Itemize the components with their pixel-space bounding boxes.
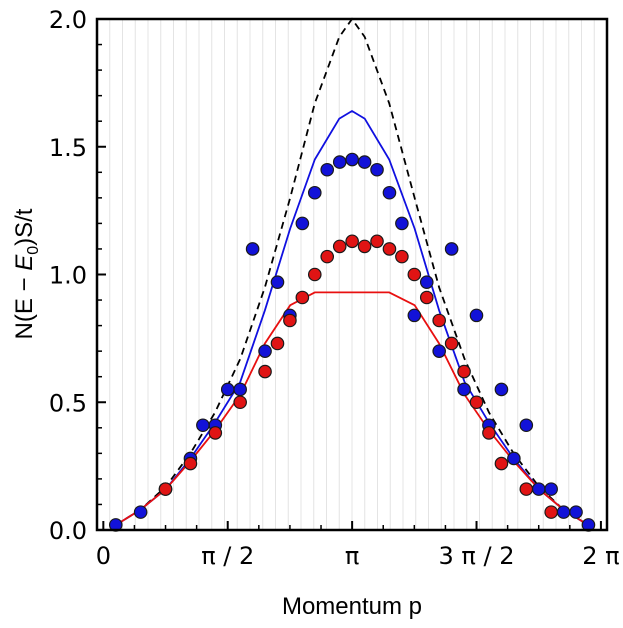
- data-point-3: [531, 482, 546, 496]
- data-point-4: [258, 364, 272, 379]
- data-point-3: [196, 418, 210, 433]
- data-point-4: [357, 239, 372, 254]
- data-point-4: [444, 336, 459, 351]
- y-tick-label: 0.0: [49, 517, 87, 545]
- x-tick-label: π: [345, 542, 359, 570]
- data-point-3: [307, 185, 322, 200]
- data-point-4: [482, 426, 496, 440]
- y-tick-label: 2.0: [49, 6, 87, 34]
- data-point-4: [270, 336, 285, 351]
- data-point-4: [295, 290, 310, 305]
- y-tick-label: 0.5: [49, 389, 87, 417]
- y-axis-title-italic: E: [11, 254, 38, 271]
- x-tick-label: π / 2: [201, 542, 254, 570]
- data-point-3: [519, 418, 534, 433]
- data-point-3: [544, 482, 558, 496]
- y-axis-title-prefix: N(E −: [11, 271, 38, 340]
- y-axis-title-subscript: 0: [25, 246, 42, 255]
- data-point-4: [407, 267, 422, 282]
- data-point-4: [208, 426, 223, 440]
- data-point-3: [556, 505, 571, 519]
- data-point-4: [332, 239, 347, 254]
- series-line-1: [115, 109, 589, 526]
- data-point-3: [507, 451, 521, 466]
- y-tick-label: 1.0: [49, 262, 87, 290]
- data-point-3: [382, 185, 397, 200]
- data-point-4: [432, 313, 446, 328]
- x-tick-label: 3 π / 2: [439, 542, 515, 570]
- data-point-4: [395, 249, 409, 264]
- data-point-3: [569, 505, 583, 519]
- data-point-3: [419, 275, 434, 289]
- data-point-4: [345, 234, 359, 249]
- data-point-4: [469, 395, 484, 410]
- data-point-4: [382, 242, 397, 256]
- series-line-2: [115, 291, 589, 526]
- x-tick-label: 2 π: [582, 542, 619, 570]
- data-point-3: [220, 382, 235, 397]
- data-point-3: [457, 382, 471, 397]
- data-point-4: [233, 395, 247, 410]
- data-point-3: [469, 308, 484, 323]
- data-point-3: [258, 344, 272, 358]
- data-point-3: [332, 155, 347, 169]
- data-point-3: [407, 308, 422, 323]
- data-point-3: [432, 344, 446, 358]
- data-point-3: [233, 382, 247, 397]
- data-point-3: [345, 152, 359, 167]
- data-point-4: [158, 482, 173, 496]
- data-point-3: [357, 155, 372, 169]
- grid: [109, 19, 595, 530]
- data-point-4: [519, 482, 534, 496]
- data-point-4: [419, 290, 434, 305]
- data-point-4: [544, 505, 558, 519]
- data-point-3: [444, 242, 459, 256]
- data-point-3: [370, 162, 384, 177]
- data-point-4: [370, 234, 384, 249]
- y-tick-label: 1.5: [49, 134, 87, 162]
- data-point-3: [320, 162, 335, 177]
- data-point-3: [133, 505, 148, 519]
- data-point-3: [295, 216, 310, 231]
- axis-ticks: 0.0 0.5 1.0 1.5 2.0 0 π / 2 π 3 π / 2 2 π: [49, 6, 620, 570]
- data-point-3: [494, 382, 509, 397]
- data-point-4: [494, 456, 509, 471]
- x-tick-label: 0: [96, 542, 111, 570]
- data-point-4: [183, 456, 198, 471]
- data-point-4: [320, 249, 335, 264]
- data-point-4: [283, 313, 297, 328]
- data-point-4: [457, 364, 471, 379]
- x-axis-title: Momentum p: [282, 593, 422, 620]
- y-axis-title: N(E − E0)S/t: [11, 208, 42, 339]
- data-point-3: [245, 242, 260, 256]
- series-points: [108, 152, 596, 532]
- data-point-3: [395, 216, 409, 231]
- data-point-3: [270, 275, 285, 289]
- y-axis-title-suffix: )S/t: [11, 208, 38, 246]
- data-point-4: [307, 267, 322, 282]
